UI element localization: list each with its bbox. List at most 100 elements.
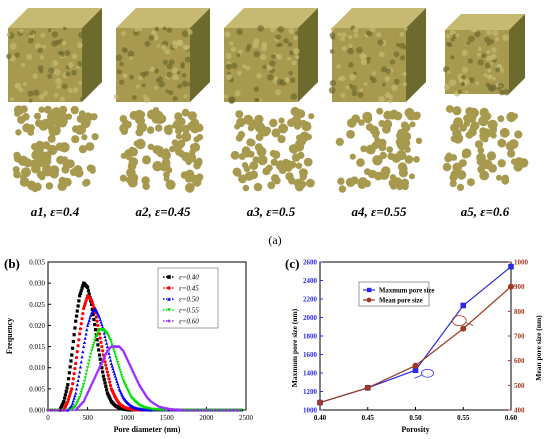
slice-particle	[15, 129, 22, 136]
particle-granule	[177, 83, 182, 89]
slice-particle	[51, 125, 61, 136]
slice-particle	[23, 158, 33, 168]
data-point	[139, 385, 143, 389]
particle-granule	[158, 80, 165, 88]
data-point	[116, 384, 121, 388]
right-axis-indicator	[451, 315, 474, 326]
particle-granule	[21, 62, 26, 68]
data-point	[117, 366, 121, 370]
sample-label: a3, ε=0.5	[247, 204, 296, 219]
data-point	[89, 349, 94, 353]
particle-granule	[348, 62, 354, 68]
data-point	[167, 286, 171, 290]
data-point	[83, 396, 87, 400]
slice-particle	[119, 115, 128, 123]
x-tick-label: 0.45	[362, 414, 375, 422]
particle-granule	[353, 27, 359, 33]
slice-particle	[267, 181, 276, 190]
data-point	[77, 338, 81, 342]
particle-granule	[487, 68, 492, 73]
data-point	[79, 360, 83, 364]
particle-granule	[53, 92, 59, 98]
data-point	[84, 332, 88, 336]
data-point	[116, 382, 120, 386]
particle-granule	[122, 73, 128, 79]
slice-particle	[301, 121, 312, 132]
slice-particle	[372, 155, 383, 166]
particle-granule	[498, 82, 502, 87]
data-point	[120, 373, 124, 377]
particle-model-a4: a4, ε=0.55	[328, 8, 426, 219]
data-point	[190, 408, 194, 412]
slice-particle	[243, 114, 254, 125]
slice-particle	[506, 111, 517, 123]
data-point	[76, 344, 80, 348]
sample-id: a5	[461, 204, 475, 219]
particle-granule	[489, 86, 495, 92]
data-point	[70, 353, 74, 357]
data-point	[83, 336, 87, 340]
particle-granule	[53, 68, 61, 76]
particle-granule	[154, 26, 160, 32]
slice-particle	[120, 152, 127, 159]
particle-granule	[391, 84, 398, 91]
slice-particle	[478, 115, 489, 127]
particle-granule	[78, 31, 85, 39]
data-point	[157, 405, 161, 409]
data-point	[121, 378, 125, 382]
sample-id: a2	[136, 204, 150, 219]
slice-particle	[90, 113, 98, 121]
data-point	[89, 384, 93, 388]
particle-granule	[502, 34, 509, 41]
slice-particle	[254, 124, 263, 132]
data-point	[105, 370, 109, 374]
slice-particle	[497, 115, 505, 123]
particle-granule	[144, 96, 150, 103]
data-point	[113, 374, 117, 378]
data-point	[111, 366, 115, 371]
data-point	[96, 323, 100, 328]
data-point	[102, 377, 106, 382]
y-tick-label: 0.005	[29, 385, 45, 393]
slice-particle	[278, 123, 289, 134]
slice-particle	[36, 170, 46, 179]
data-point	[91, 312, 95, 317]
sample-sep: ,	[364, 204, 372, 219]
y-tick-label-left: 2400	[303, 277, 318, 285]
particle-granule	[404, 27, 408, 31]
slice-particle	[36, 150, 46, 159]
slice-particle	[382, 124, 391, 134]
cube-top-face	[116, 8, 210, 28]
slice-particle	[292, 108, 302, 118]
data-point	[78, 395, 82, 399]
data-point	[105, 388, 109, 392]
data-point	[125, 387, 129, 391]
particle-granule	[384, 76, 391, 82]
slice-particle	[31, 159, 41, 170]
slice-particle	[514, 157, 524, 167]
slice-particle	[41, 156, 52, 167]
slice-particle	[134, 115, 144, 125]
particle-granule	[37, 65, 44, 71]
slice-particle	[163, 175, 170, 182]
particle-granule	[134, 27, 139, 33]
particle-granule	[396, 42, 401, 48]
particle-granule	[275, 89, 282, 96]
slice-particle	[477, 165, 486, 174]
particle-granule	[376, 32, 382, 38]
data-point	[91, 303, 95, 307]
sample-label: a1, ε=0.4	[31, 204, 80, 219]
legend-box	[358, 281, 430, 307]
slice-particle	[49, 165, 60, 175]
slice-particle	[80, 118, 91, 129]
slice-particle	[173, 120, 182, 129]
slice-particle	[146, 126, 155, 134]
particle-granule	[486, 55, 492, 62]
data-point	[83, 376, 87, 380]
data-point	[167, 297, 171, 301]
data-point	[107, 394, 111, 399]
data-point	[100, 344, 104, 349]
particle-granule	[450, 37, 455, 42]
data-point	[71, 399, 75, 403]
particle-granule	[253, 86, 260, 92]
